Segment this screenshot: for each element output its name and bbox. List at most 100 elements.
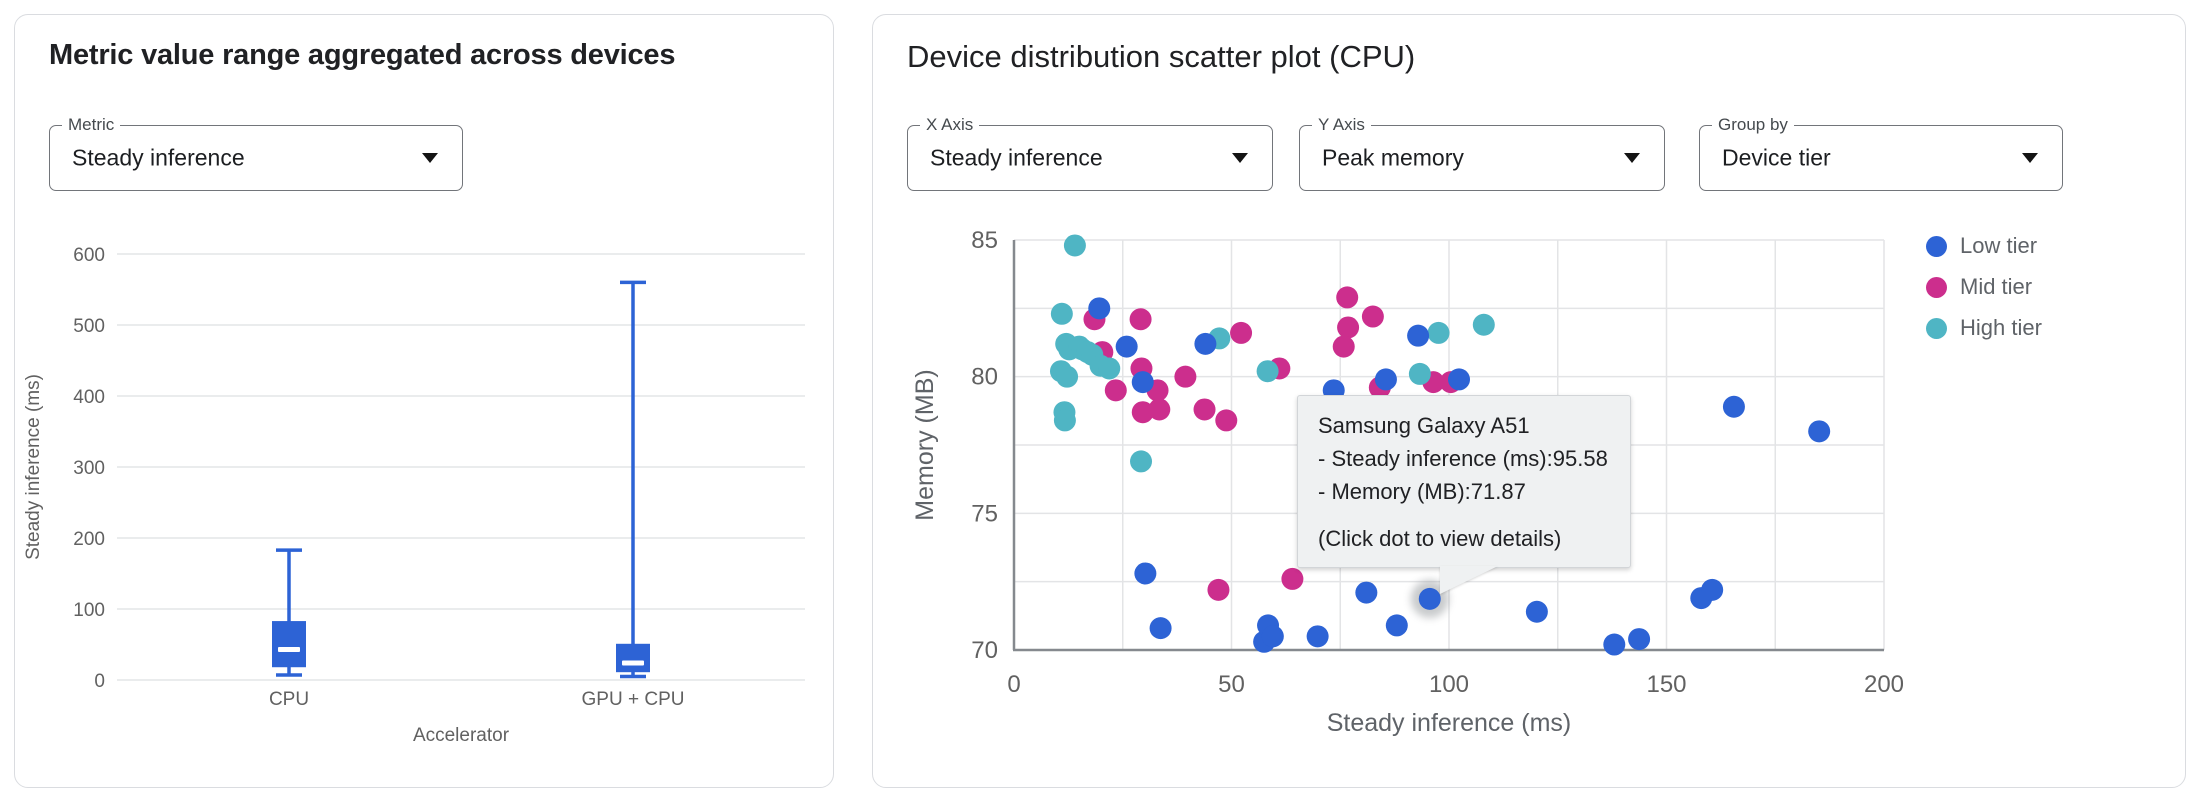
svg-text:Memory (MB): Memory (MB) bbox=[911, 369, 939, 520]
scatter-dot-low-tier[interactable] bbox=[1628, 628, 1651, 651]
svg-text:Accelerator: Accelerator bbox=[413, 725, 510, 746]
group-by-select-value: Device tier bbox=[1722, 144, 1831, 171]
legend-dot-icon bbox=[1926, 317, 1947, 339]
tooltip-x-value: - Steady inference (ms):95.58 bbox=[1318, 446, 1608, 471]
scatter-dot-low-tier[interactable] bbox=[1149, 617, 1172, 640]
scatter-dot-high-tier[interactable] bbox=[1050, 302, 1073, 325]
svg-text:400: 400 bbox=[73, 387, 105, 408]
tooltip-device-name: Samsung Galaxy A51 bbox=[1318, 413, 1530, 438]
chevron-down-icon bbox=[1624, 153, 1640, 163]
scatter-dot-high-tier[interactable] bbox=[1427, 321, 1450, 344]
legend-label: Mid tier bbox=[1960, 274, 2033, 299]
scatter-dot-high-tier[interactable] bbox=[1053, 409, 1076, 432]
scatter-dot-mid-tier[interactable] bbox=[1104, 379, 1127, 402]
scatter-dot-low-tier[interactable] bbox=[1385, 614, 1408, 637]
scatter-panel-title: Device distribution scatter plot (CPU) bbox=[907, 39, 1416, 74]
scatter-dot-mid-tier[interactable] bbox=[1337, 316, 1360, 339]
scatter-dot-mid-tier[interactable] bbox=[1281, 567, 1304, 590]
scatter-dot-low-tier[interactable] bbox=[1722, 395, 1745, 418]
y-axis-select-label: Y Axis bbox=[1312, 115, 1371, 135]
scatter-legend: Low tier Mid tier High tier bbox=[1926, 233, 2042, 356]
svg-text:Steady inference (ms): Steady inference (ms) bbox=[1327, 709, 1572, 737]
scatter-dot-low-tier[interactable] bbox=[1194, 332, 1217, 355]
scatter-dot-high-tier[interactable] bbox=[1130, 450, 1153, 473]
box-cpu bbox=[272, 621, 306, 668]
svg-text:Steady inference (ms): Steady inference (ms) bbox=[23, 374, 44, 560]
x-axis-select-label: X Axis bbox=[920, 115, 980, 135]
svg-text:0: 0 bbox=[94, 671, 105, 692]
scatter-dot-mid-tier[interactable] bbox=[1131, 401, 1154, 424]
svg-text:200: 200 bbox=[73, 529, 105, 550]
scatter-dot-low-tier[interactable] bbox=[1261, 625, 1284, 648]
scatter-dot-low-tier[interactable] bbox=[1134, 562, 1157, 585]
tooltip-hint: (Click dot to view details) bbox=[1318, 526, 1562, 551]
scatter-dot-mid-tier[interactable] bbox=[1336, 286, 1359, 309]
legend-dot-icon bbox=[1926, 235, 1947, 257]
scatter-dot-low-tier[interactable] bbox=[1407, 324, 1430, 347]
y-axis-select-value: Peak memory bbox=[1322, 144, 1464, 171]
scatter-dot-mid-tier[interactable] bbox=[1230, 321, 1253, 344]
y-axis-select[interactable]: Y Axis Peak memory bbox=[1299, 115, 1665, 191]
tooltip-spacer bbox=[1318, 508, 1610, 522]
x-axis-select[interactable]: X Axis Steady inference bbox=[907, 115, 1273, 191]
scatter-dot-high-tier[interactable] bbox=[1408, 362, 1431, 385]
scatter-dot-low-tier[interactable] bbox=[1448, 368, 1471, 391]
scatter-dot-low-tier[interactable] bbox=[1131, 371, 1154, 394]
x-axis-select-value: Steady inference bbox=[930, 144, 1103, 171]
legend-label: Low tier bbox=[1960, 233, 2038, 258]
scatter-dot-low-tier[interactable] bbox=[1808, 420, 1831, 443]
svg-text:50: 50 bbox=[1218, 671, 1245, 698]
svg-text:600: 600 bbox=[73, 245, 105, 266]
chevron-down-icon bbox=[422, 153, 438, 163]
svg-text:70: 70 bbox=[971, 637, 998, 664]
scatter-dot-mid-tier[interactable] bbox=[1361, 305, 1384, 328]
scatter-dot-low-tier[interactable] bbox=[1701, 578, 1724, 601]
scatter-dot-low-tier[interactable] bbox=[1088, 297, 1111, 320]
scatter-dot-low-tier[interactable] bbox=[1374, 368, 1397, 391]
svg-text:150: 150 bbox=[1646, 671, 1686, 698]
legend-item-high-tier: High tier bbox=[1926, 315, 2042, 341]
scatter-dot-mid-tier[interactable] bbox=[1193, 398, 1216, 421]
scatter-dot-low-tier[interactable] bbox=[1355, 581, 1378, 604]
scatter-panel: Device distribution scatter plot (CPU) X… bbox=[872, 14, 2186, 788]
legend-item-mid-tier: Mid tier bbox=[1926, 274, 2042, 300]
scatter-dot-mid-tier[interactable] bbox=[1148, 398, 1171, 421]
scatter-dot-mid-tier[interactable] bbox=[1207, 578, 1230, 601]
chevron-down-icon bbox=[2022, 153, 2038, 163]
legend-dot-icon bbox=[1926, 276, 1947, 298]
legend-item-low-tier: Low tier bbox=[1926, 233, 2042, 259]
svg-text:100: 100 bbox=[1429, 671, 1469, 698]
scatter-dot-low-tier[interactable] bbox=[1525, 600, 1548, 623]
svg-text:500: 500 bbox=[73, 316, 105, 337]
svg-text:300: 300 bbox=[73, 458, 105, 479]
group-by-select[interactable]: Group by Device tier bbox=[1699, 115, 2063, 191]
legend-label: High tier bbox=[1960, 315, 2042, 340]
scatter-dot-high-tier[interactable] bbox=[1063, 234, 1086, 257]
scatter-dot-high-tier[interactable] bbox=[1472, 313, 1495, 336]
svg-text:GPU + CPU: GPU + CPU bbox=[582, 689, 685, 710]
boxplot-panel: Metric value range aggregated across dev… bbox=[14, 14, 834, 788]
metric-select[interactable]: Metric Steady inference bbox=[49, 115, 463, 191]
svg-text:80: 80 bbox=[971, 364, 998, 391]
svg-text:100: 100 bbox=[73, 600, 105, 621]
metric-select-label: Metric bbox=[62, 115, 121, 135]
scatter-dot-mid-tier[interactable] bbox=[1332, 335, 1355, 358]
svg-text:CPU: CPU bbox=[269, 689, 309, 710]
boxplot-chart: 0 100 200 300 400 500 600 CPU GPU + CPU Accelerat… bbox=[23, 245, 805, 746]
scatter-dot-low-tier[interactable] bbox=[1306, 625, 1329, 648]
scatter-dot-mid-tier[interactable] bbox=[1174, 365, 1197, 388]
scatter-dot-high-tier[interactable] bbox=[1056, 365, 1079, 388]
scatter-dot-mid-tier[interactable] bbox=[1215, 409, 1238, 432]
svg-text:0: 0 bbox=[1007, 671, 1020, 698]
scatter-dot-mid-tier[interactable] bbox=[1129, 308, 1152, 331]
scatter-tooltip: Samsung Galaxy A51 - Steady inference (m… bbox=[1297, 395, 1631, 594]
scatter-dot-high-tier[interactable] bbox=[1098, 357, 1121, 380]
scatter-dot-low-tier[interactable] bbox=[1418, 587, 1441, 610]
tooltip-pointer bbox=[1440, 566, 1498, 594]
svg-text:200: 200 bbox=[1864, 671, 1904, 698]
metric-select-value: Steady inference bbox=[72, 144, 245, 171]
scatter-dot-low-tier[interactable] bbox=[1603, 633, 1626, 656]
scatter-dot-high-tier[interactable] bbox=[1256, 360, 1279, 383]
scatter-dot-low-tier[interactable] bbox=[1115, 335, 1138, 358]
